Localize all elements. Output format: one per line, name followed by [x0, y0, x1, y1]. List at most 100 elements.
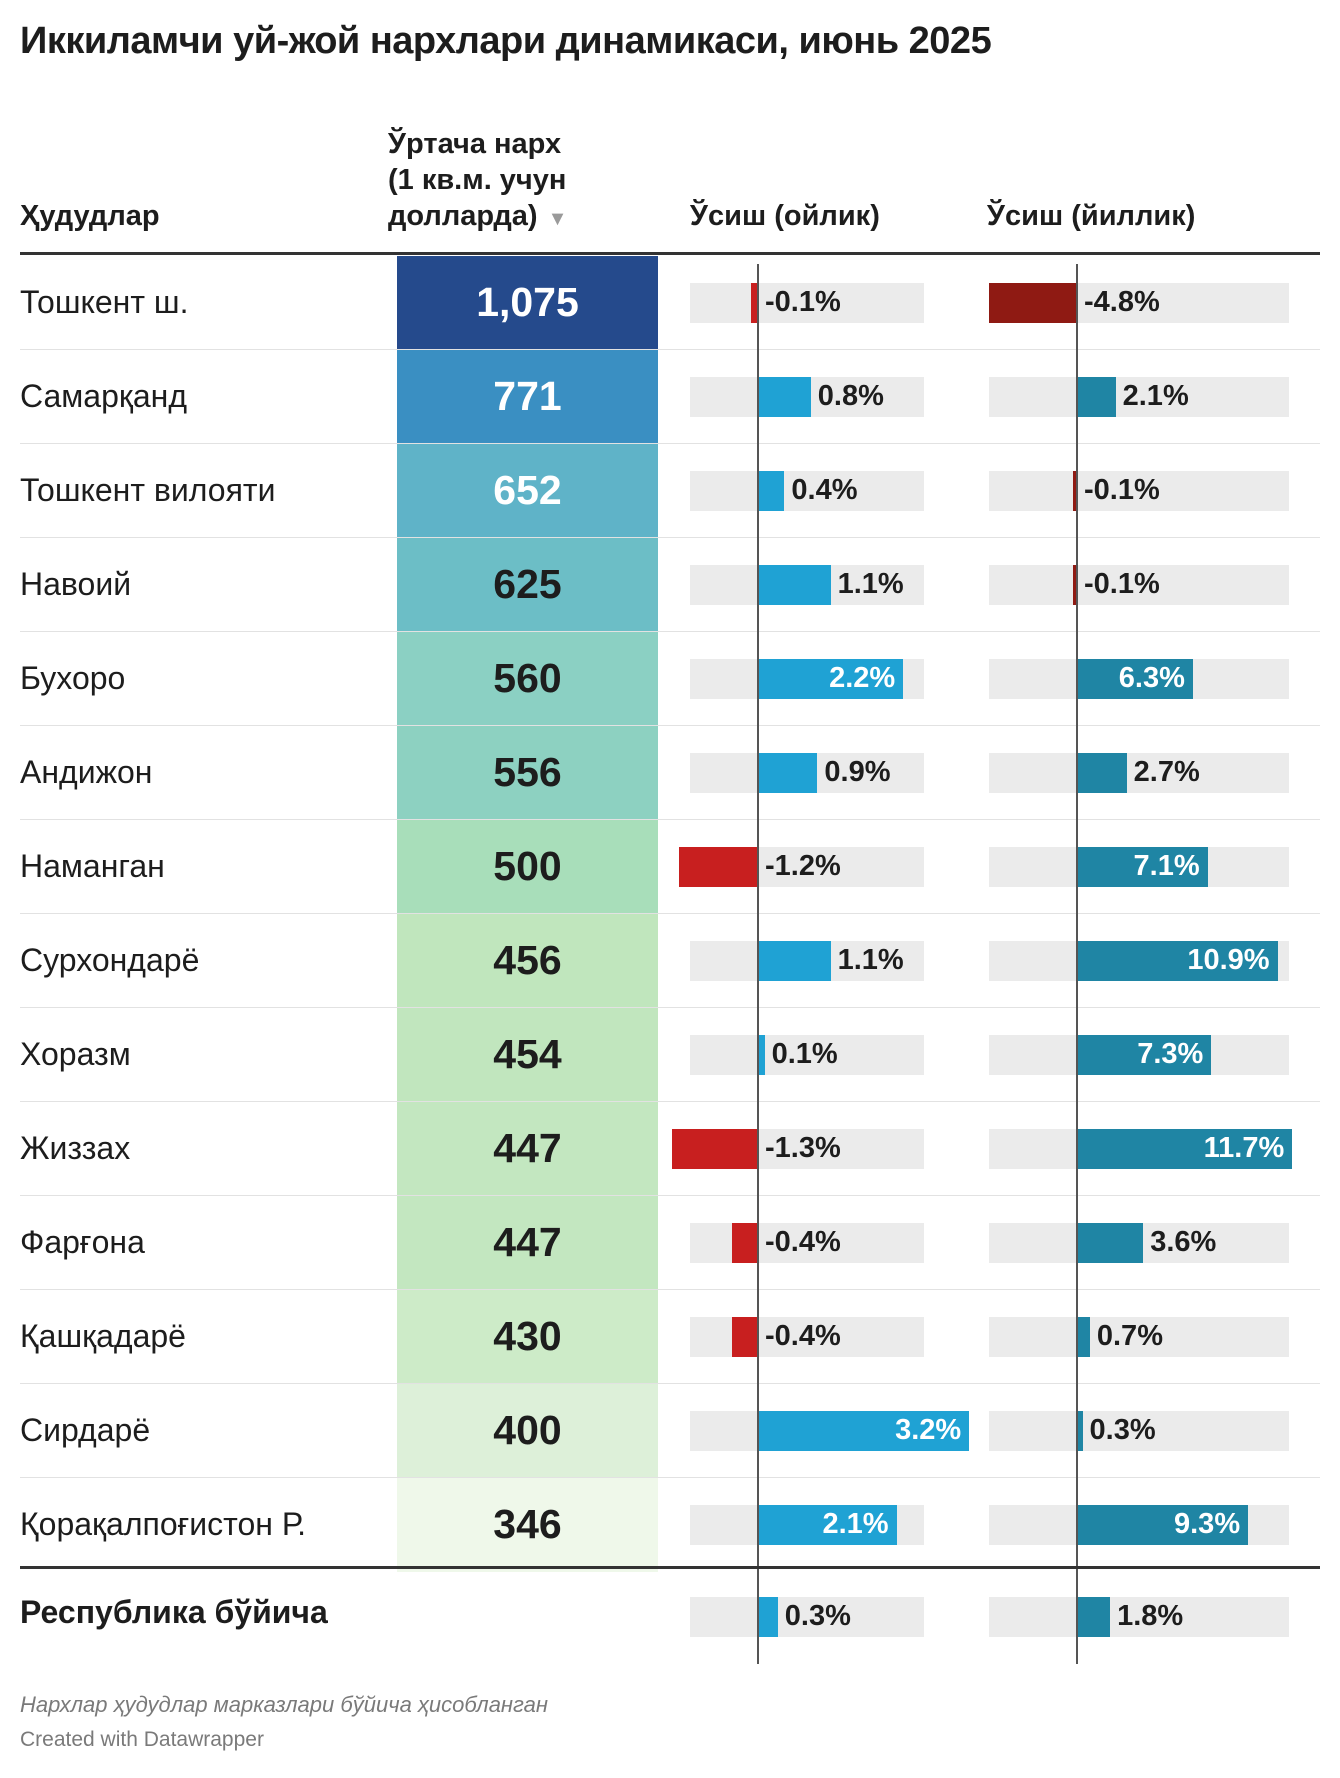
- yearly-value: 3.6%: [1150, 1226, 1217, 1258]
- monthly-bar: [672, 1129, 758, 1169]
- total-rule: [20, 1566, 1320, 1569]
- region-name: Бухоро: [20, 660, 126, 696]
- header-price[interactable]: Ўртача нарх (1 кв.м. учун долларда) ▼: [388, 126, 658, 237]
- price-cell: [397, 538, 658, 632]
- monthly-value: -1.2%: [765, 850, 841, 882]
- region-name: Жиззах: [20, 1130, 131, 1166]
- row-divider: [20, 725, 1320, 726]
- monthly-value: 1.1%: [837, 568, 904, 600]
- monthly-value: 3.2%: [895, 1414, 962, 1446]
- price-cell: [397, 1384, 658, 1478]
- yearly-value: 7.3%: [1137, 1038, 1204, 1070]
- monthly-bar: [731, 1317, 758, 1357]
- monthly-bar: [758, 1505, 897, 1545]
- monthly-bar: [758, 1411, 970, 1451]
- row-divider: [20, 819, 1320, 820]
- monthly-bar: [731, 1223, 758, 1263]
- price-value: 447: [493, 1125, 562, 1171]
- price-cell: [397, 256, 658, 350]
- chart-title: Иккиламчи уй-жой нархлари динамикаси, ию…: [20, 20, 992, 62]
- price-value: 1,075: [476, 279, 579, 325]
- yearly-bar: [1077, 1035, 1212, 1075]
- monthly-track: [690, 1223, 924, 1263]
- yearly-bar: [1077, 941, 1278, 981]
- monthly-bar: [758, 565, 831, 605]
- row-divider: [20, 913, 1320, 914]
- yearly-bar: [1077, 1129, 1293, 1169]
- monthly-value: -0.1%: [765, 286, 841, 318]
- monthly-track: [690, 1317, 924, 1357]
- yearly-bar: [1077, 659, 1193, 699]
- footnote: Нархлар ҳудудлар марказлари бўйича ҳисоб…: [20, 1692, 548, 1717]
- monthly-track: [690, 1035, 924, 1075]
- yearly-bar: [1077, 1411, 1083, 1451]
- monthly-value: 0.4%: [791, 474, 858, 506]
- row-divider: [20, 1477, 1320, 1478]
- yearly-value: 10.9%: [1187, 944, 1270, 976]
- monthly-value: 0.1%: [771, 1038, 838, 1070]
- price-value: 430: [493, 1313, 562, 1359]
- header-rule: [20, 252, 1320, 255]
- price-cell: [397, 1102, 658, 1196]
- yearly-bar: [1073, 471, 1077, 511]
- monthly-bar: [758, 753, 818, 793]
- sort-desc-icon[interactable]: ▼: [547, 208, 568, 230]
- yearly-value: -0.1%: [1084, 474, 1160, 506]
- credit-link[interactable]: Created with Datawrapper: [20, 1728, 264, 1751]
- yearly-value: 2.1%: [1122, 380, 1189, 412]
- yearly-value: 6.3%: [1118, 662, 1185, 694]
- monthly-value: 0.9%: [824, 756, 891, 788]
- monthly-track: [690, 1597, 924, 1637]
- region-name: Андижон: [20, 754, 153, 790]
- yearly-track: [989, 1597, 1289, 1637]
- monthly-track: [690, 471, 924, 511]
- monthly-value: -0.4%: [765, 1320, 841, 1352]
- header-region[interactable]: Ҳудудлар: [20, 200, 160, 232]
- region-name: Тошкент ш.: [20, 284, 189, 320]
- monthly-value: -0.4%: [765, 1226, 841, 1258]
- price-value: 556: [493, 749, 562, 795]
- row-divider: [20, 1383, 1320, 1384]
- row-divider: [20, 1101, 1320, 1102]
- yearly-value: -0.1%: [1084, 568, 1160, 600]
- region-name: Сирдарё: [20, 1412, 151, 1448]
- yearly-value: 9.3%: [1174, 1508, 1241, 1540]
- price-cell: [397, 1290, 658, 1384]
- price-cell: [397, 350, 658, 444]
- price-cell: [397, 1008, 658, 1102]
- header-price-line1: Ўртача нарх: [388, 128, 562, 160]
- region-name: Тошкент вилояти: [20, 472, 276, 508]
- yearly-track: [989, 471, 1289, 511]
- yearly-value: 11.7%: [1203, 1132, 1285, 1164]
- price-cell: [397, 1478, 658, 1572]
- row-divider: [20, 349, 1320, 350]
- price-value: 771: [493, 373, 562, 419]
- region-name: Қорақалпоғистон Р.: [20, 1506, 307, 1542]
- price-value: 625: [493, 561, 562, 607]
- yearly-bar: [988, 283, 1077, 323]
- price-cell: [397, 444, 658, 538]
- price-value: 560: [493, 655, 562, 701]
- price-value: 454: [493, 1031, 562, 1077]
- row-divider: [20, 537, 1320, 538]
- header-price-line3: долларда): [388, 200, 538, 232]
- total-label: Республика бўйича: [20, 1594, 328, 1630]
- region-name: Сурхондарё: [20, 942, 200, 978]
- price-cell: [397, 632, 658, 726]
- price-value: 447: [493, 1219, 562, 1265]
- yearly-zero-line: [1076, 264, 1078, 1664]
- header-growth-monthly[interactable]: Ўсиш (ойлик): [690, 200, 880, 232]
- region-name: Қашқадарё: [20, 1318, 186, 1354]
- yearly-value: 1.8%: [1117, 1600, 1184, 1632]
- yearly-bar: [1077, 1505, 1249, 1545]
- yearly-bar: [1073, 565, 1077, 605]
- row-divider: [20, 1007, 1320, 1008]
- price-value: 652: [493, 467, 562, 513]
- yearly-value: -4.8%: [1084, 286, 1160, 318]
- yearly-track: [989, 565, 1289, 605]
- region-name: Хоразм: [20, 1036, 131, 1072]
- header-price-line2: (1 кв.м. учун: [388, 164, 567, 196]
- price-value: 500: [493, 843, 562, 889]
- header-growth-yearly[interactable]: Ўсиш (йиллик): [987, 200, 1196, 232]
- monthly-value: 2.2%: [829, 662, 896, 694]
